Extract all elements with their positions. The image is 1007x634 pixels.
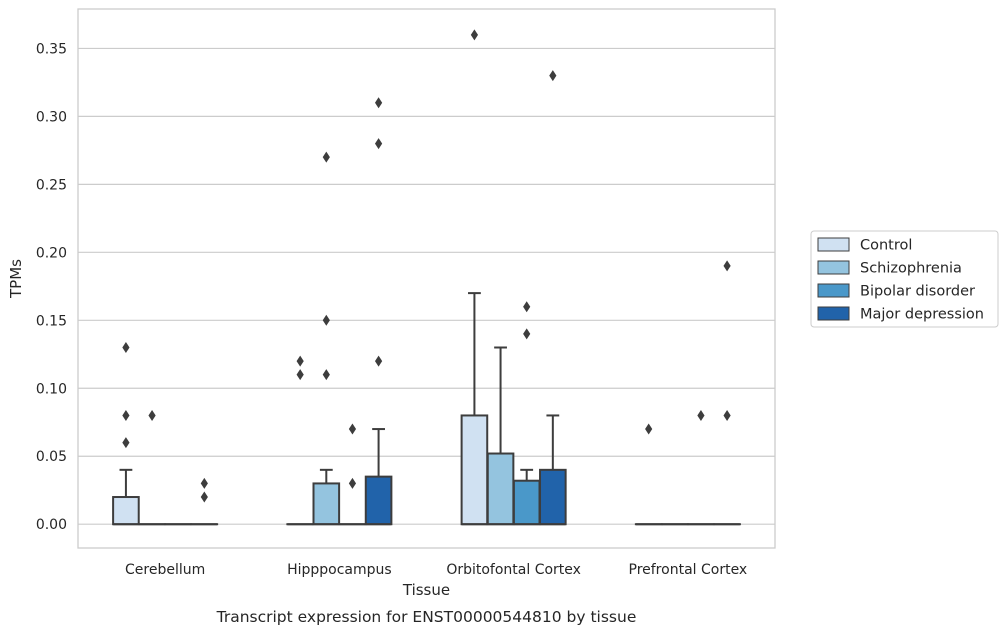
y-tick-label: 0.35: [36, 41, 67, 57]
outlier-point: [322, 369, 330, 381]
box: [312, 482, 341, 526]
y-tick-label: 0.00: [36, 517, 67, 533]
y-tick-label: 0.25: [36, 177, 67, 193]
box-control: [112, 341, 140, 526]
gridlines: [78, 47, 775, 525]
chart-caption: Transcript expression for ENST0000054481…: [216, 608, 637, 626]
legend-swatch: [817, 237, 850, 252]
box-bipolar-disorder: [338, 423, 367, 526]
outlier-point: [645, 423, 653, 435]
y-tick-label: 0.10: [36, 381, 67, 397]
outlier-point: [296, 369, 304, 381]
box-plot-area: [112, 29, 741, 526]
box-bipolar-disorder: [687, 409, 715, 526]
plot-frame: [77, 8, 776, 549]
outlier-point: [723, 260, 731, 272]
outlier-point: [374, 138, 383, 150]
box: [486, 452, 515, 526]
outlier-point: [523, 328, 531, 340]
y-tick-label: 0.15: [36, 313, 67, 329]
box: [364, 475, 393, 526]
box-schizophrenia: [312, 151, 341, 526]
legend: Control Schizophrenia Bipolar disorder Majo…: [810, 230, 999, 328]
box-control: [634, 423, 663, 526]
box-schizophrenia: [138, 409, 166, 526]
box-bipolar-disorder: [512, 301, 541, 526]
outlier-point: [470, 29, 479, 41]
outlier-point: [348, 477, 357, 489]
outlier-point: [122, 437, 130, 449]
y-axis-title: TPMs: [7, 259, 25, 299]
outlier-point: [697, 409, 705, 421]
outlier-point: [296, 355, 304, 367]
box-major-depression: [539, 70, 567, 526]
outlier-point: [122, 409, 130, 421]
x-tick-label: Prefrontal Cortex: [629, 562, 748, 578]
box-major-depression: [364, 97, 393, 526]
outlier-point: [200, 491, 208, 503]
legend-swatch: [817, 260, 850, 275]
outlier-point: [322, 314, 330, 326]
outlier-point: [523, 301, 531, 313]
outlier-point: [348, 423, 357, 435]
legend-label: Bipolar disorder: [860, 284, 975, 300]
x-tick-label: Cerebellum: [125, 562, 205, 578]
y-axis-ticks: 0.00 0.05 0.10 0.15 0.20 0.25 0.30 0.35: [36, 41, 67, 533]
box-schizophrenia: [486, 346, 515, 526]
outlier-point: [200, 477, 208, 489]
legend-label: Control: [860, 238, 912, 254]
legend-label: Schizophrenia: [860, 261, 962, 277]
legend-frame: [810, 230, 999, 328]
box: [460, 414, 489, 526]
outlier-point: [374, 97, 383, 109]
x-axis-ticks: Cerebellum Hipppocampus Orbitofontal Corte…: [125, 562, 747, 578]
outlier-point: [723, 409, 731, 421]
box-major-depression: [190, 477, 219, 526]
legend-swatch: [817, 283, 850, 298]
box-control: [286, 355, 314, 526]
box: [112, 496, 140, 526]
outlier-point: [374, 355, 383, 367]
legend-swatch: [817, 306, 850, 321]
y-tick-label: 0.30: [36, 109, 67, 125]
x-axis-title: Tissue: [402, 581, 450, 599]
legend-label: Major depression: [860, 307, 984, 323]
box-control: [460, 29, 489, 526]
outlier-point: [122, 341, 130, 353]
y-tick-label: 0.05: [36, 449, 67, 465]
x-tick-label: Hipppocampus: [287, 562, 392, 578]
box: [512, 479, 541, 526]
box: [539, 468, 567, 526]
outlier-point: [549, 70, 557, 82]
y-tick-label: 0.20: [36, 245, 67, 261]
outlier-point: [148, 409, 156, 421]
x-tick-label: Orbitofontal Cortex: [446, 562, 581, 578]
outlier-point: [322, 151, 330, 163]
box-major-depression: [713, 260, 741, 526]
